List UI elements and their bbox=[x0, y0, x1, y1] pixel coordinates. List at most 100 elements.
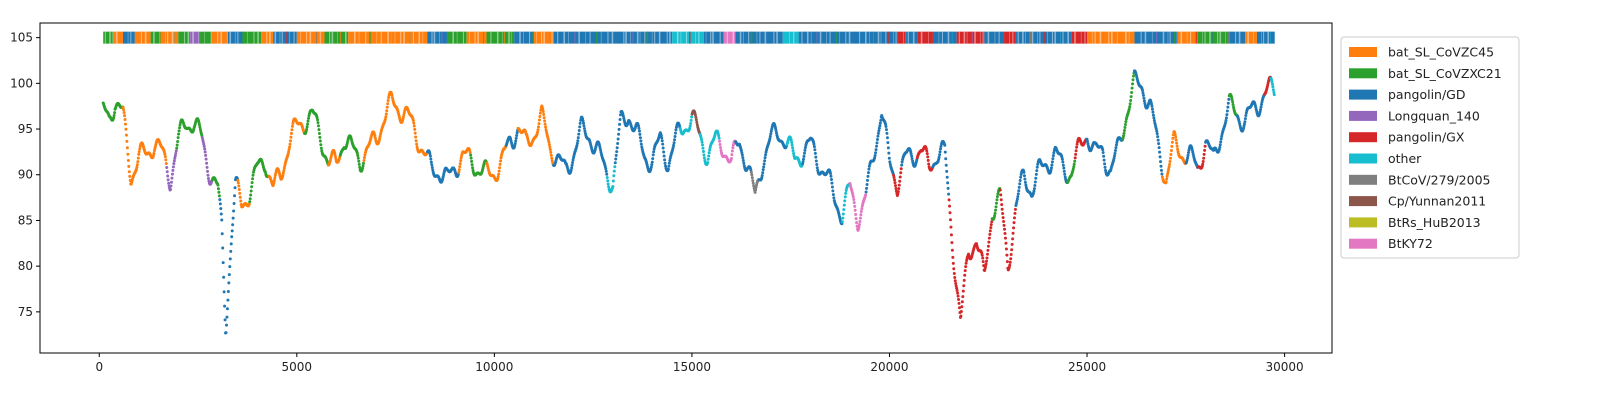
data-point bbox=[611, 184, 615, 188]
data-point bbox=[761, 168, 765, 172]
data-point bbox=[661, 146, 665, 150]
data-point bbox=[357, 159, 361, 163]
x-tick: 15000 bbox=[673, 353, 711, 374]
data-point bbox=[762, 162, 766, 166]
data-point bbox=[1002, 223, 1006, 227]
data-point bbox=[221, 261, 225, 265]
data-point bbox=[867, 164, 871, 168]
data-point bbox=[127, 164, 131, 168]
data-point bbox=[220, 232, 224, 236]
data-point bbox=[174, 151, 178, 155]
data-point bbox=[1129, 98, 1133, 102]
legend-label: BtKY72 bbox=[1388, 236, 1433, 251]
data-point bbox=[1061, 160, 1065, 164]
data-point bbox=[701, 143, 705, 147]
data-point bbox=[536, 125, 540, 129]
data-point bbox=[857, 223, 861, 226]
data-point bbox=[701, 150, 705, 154]
data-point bbox=[163, 152, 167, 156]
data-point bbox=[909, 152, 913, 156]
legend-entry: BtCoV/279/2005 bbox=[1349, 172, 1491, 187]
data-point bbox=[136, 160, 140, 164]
data-point bbox=[749, 170, 753, 174]
data-point bbox=[769, 132, 773, 136]
data-point bbox=[1018, 182, 1022, 186]
y-axis-ticks: 75 80 85 90 95 100 105 bbox=[10, 31, 40, 319]
data-point bbox=[361, 164, 365, 168]
data-point bbox=[900, 160, 904, 164]
data-point bbox=[615, 150, 619, 154]
data-point bbox=[948, 211, 952, 215]
data-point bbox=[124, 122, 127, 126]
data-point bbox=[177, 129, 181, 133]
data-point bbox=[851, 193, 855, 196]
data-point bbox=[402, 113, 406, 117]
data-point bbox=[1123, 125, 1127, 129]
data-point bbox=[659, 134, 663, 138]
data-point bbox=[217, 194, 221, 198]
data-point bbox=[306, 119, 310, 123]
data-point bbox=[640, 145, 644, 149]
data-point bbox=[537, 122, 541, 126]
data-point bbox=[223, 304, 227, 308]
data-point bbox=[232, 202, 236, 206]
data-point bbox=[582, 124, 586, 128]
data-point bbox=[459, 156, 463, 160]
data-point bbox=[953, 275, 957, 279]
data-point bbox=[1170, 144, 1174, 148]
data-point bbox=[859, 210, 863, 214]
y-tick-label: 95 bbox=[18, 122, 33, 136]
data-point bbox=[864, 190, 868, 194]
data-point bbox=[900, 163, 904, 167]
data-point bbox=[217, 190, 221, 194]
data-point bbox=[515, 133, 519, 137]
data-point bbox=[458, 162, 462, 166]
strip-segment bbox=[391, 31, 428, 44]
data-point bbox=[829, 174, 833, 178]
data-point bbox=[949, 233, 953, 237]
data-point bbox=[1129, 95, 1133, 99]
data-point bbox=[751, 181, 755, 185]
data-point bbox=[1152, 118, 1156, 122]
data-point bbox=[1272, 93, 1276, 97]
data-point bbox=[1157, 146, 1161, 150]
data-point bbox=[226, 298, 230, 302]
data-point bbox=[663, 161, 667, 165]
data-point bbox=[888, 160, 892, 164]
data-point bbox=[1167, 167, 1171, 171]
data-point bbox=[358, 165, 362, 169]
data-point bbox=[993, 214, 997, 218]
data-point bbox=[1187, 148, 1191, 152]
data-point bbox=[1033, 184, 1037, 188]
data-point bbox=[638, 132, 642, 136]
data-point bbox=[769, 129, 773, 133]
data-point bbox=[538, 111, 542, 115]
data-point bbox=[666, 167, 670, 171]
data-point bbox=[1174, 135, 1178, 139]
data-point bbox=[1003, 236, 1007, 240]
data-point bbox=[774, 126, 778, 130]
data-point bbox=[1175, 141, 1179, 145]
data-point bbox=[695, 123, 699, 127]
data-point bbox=[893, 184, 897, 188]
data-point bbox=[956, 291, 960, 295]
data-point bbox=[1150, 104, 1154, 108]
data-point bbox=[515, 131, 519, 135]
data-point bbox=[1051, 154, 1055, 158]
data-point bbox=[754, 188, 758, 192]
data-point bbox=[717, 136, 721, 140]
data-point bbox=[842, 203, 846, 207]
legend-swatch bbox=[1349, 68, 1377, 79]
data-point bbox=[611, 179, 615, 183]
strip-segment bbox=[134, 31, 151, 44]
data-point bbox=[273, 176, 277, 180]
y-tick-label: 80 bbox=[18, 259, 33, 273]
data-point bbox=[864, 193, 868, 197]
data-point bbox=[1113, 149, 1117, 153]
legend-label: pangolin/GD bbox=[1388, 87, 1466, 102]
data-point bbox=[962, 278, 966, 282]
data-point bbox=[989, 226, 993, 230]
data-point bbox=[700, 140, 704, 144]
data-point bbox=[885, 131, 889, 135]
data-point bbox=[305, 125, 309, 129]
